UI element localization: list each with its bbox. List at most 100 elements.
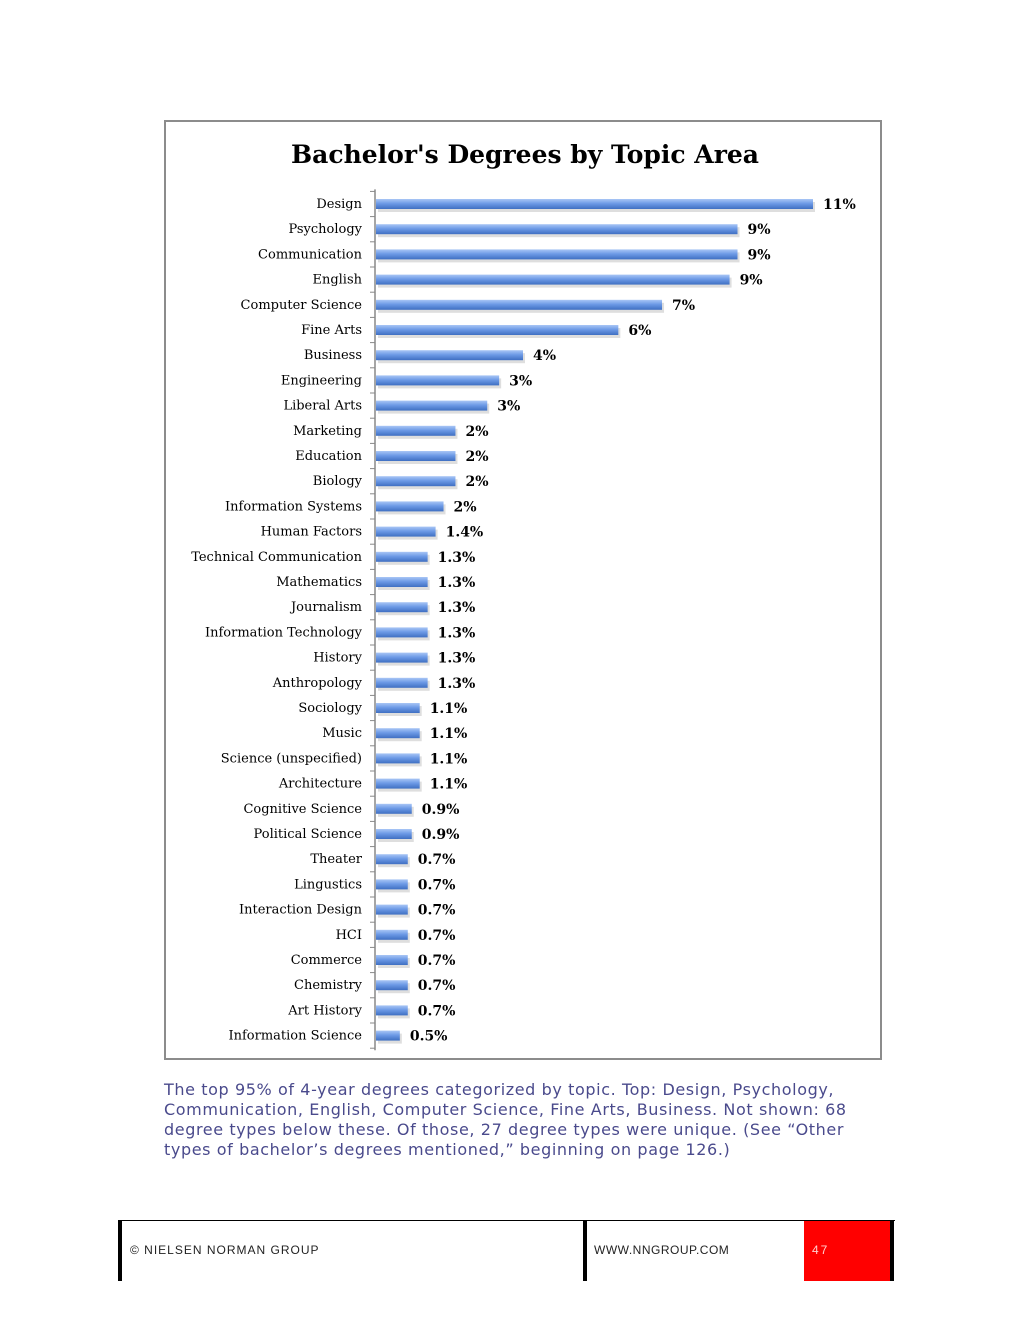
category-label: Architecture	[278, 777, 362, 792]
data-label: 4%	[533, 348, 556, 364]
bar	[376, 879, 408, 890]
figure-caption: The top 95% of 4-year degrees categorize…	[164, 1080, 847, 1159]
bar	[376, 854, 408, 865]
bar	[376, 199, 813, 209]
data-label: 9%	[748, 247, 771, 263]
data-label: 7%	[672, 298, 695, 314]
category-label: Engineering	[281, 373, 362, 388]
category-label: Political Science	[254, 827, 363, 842]
data-label: 0.7%	[418, 903, 456, 919]
bar	[376, 627, 428, 638]
category-label: Interaction Design	[239, 903, 363, 918]
category-label: Biology	[313, 474, 363, 489]
data-label: 3%	[509, 373, 532, 389]
category-label: Education	[295, 449, 362, 464]
category-label: Science (unspecified)	[221, 751, 362, 766]
bar	[376, 829, 412, 839]
data-label: 2%	[465, 474, 488, 490]
bar	[376, 602, 428, 613]
footer-divider-middle	[583, 1221, 587, 1281]
category-label: Computer Science	[241, 298, 363, 313]
data-label: 1.1%	[430, 777, 468, 793]
bar	[376, 955, 408, 965]
category-label: Fine Arts	[301, 323, 362, 338]
data-label: 9%	[748, 222, 771, 238]
data-label: 0.9%	[422, 827, 460, 843]
footer-page-box: 47	[804, 1221, 890, 1281]
category-label: HCI	[336, 928, 362, 943]
data-label: 6%	[628, 323, 651, 339]
chart-frame: Bachelor's Degrees by Topic Area Design 1…	[164, 120, 882, 1060]
bar	[376, 299, 663, 310]
category-label: History	[313, 651, 362, 666]
bar	[376, 703, 420, 713]
category-label: Chemistry	[294, 978, 363, 993]
bar	[376, 803, 412, 814]
bar	[376, 728, 420, 739]
bar-chart: Bachelor's Degrees by Topic Area Design 1…	[191, 140, 856, 1051]
data-label: 1.3%	[438, 651, 476, 667]
bar	[376, 476, 456, 487]
data-label: 0.7%	[418, 1003, 456, 1019]
bar	[376, 224, 738, 235]
bar	[376, 778, 420, 789]
category-label: Lingustics	[294, 877, 362, 892]
data-label: 0.7%	[418, 928, 456, 944]
category-label: Information Systems	[225, 499, 362, 514]
data-label: 1.1%	[430, 701, 468, 717]
category-label: Marketing	[293, 424, 362, 439]
bar	[376, 904, 408, 915]
footer-website-link[interactable]: WWW.NNGROUP.COM	[594, 1243, 730, 1257]
data-label: 1.3%	[438, 625, 476, 641]
category-label: Information Science	[228, 1029, 362, 1044]
bar	[376, 501, 444, 512]
footer-divider-right	[890, 1221, 894, 1281]
bar	[376, 551, 428, 562]
category-label: Cognitive Science	[243, 802, 362, 817]
data-label: 2%	[465, 449, 488, 465]
category-label: Art History	[287, 1003, 362, 1018]
category-label: Anthropology	[272, 676, 363, 691]
page-footer: © NIELSEN NORMAN GROUP WWW.NNGROUP.COM 4…	[118, 1220, 895, 1281]
category-label: Design	[316, 197, 362, 212]
category-label: Music	[322, 726, 362, 741]
data-label: 3%	[497, 399, 520, 415]
category-label: Psychology	[288, 222, 362, 237]
bar	[376, 400, 488, 411]
data-label: 1.1%	[430, 751, 468, 767]
data-label: 1.1%	[430, 726, 468, 742]
bar	[376, 249, 738, 260]
data-label: 0.9%	[422, 802, 460, 818]
category-label: Mathematics	[276, 575, 362, 590]
category-label: Liberal Arts	[283, 399, 362, 414]
data-label: 2%	[465, 424, 488, 440]
bar	[376, 1030, 400, 1041]
bar	[376, 980, 408, 991]
bar	[376, 652, 428, 663]
data-label: 2%	[454, 499, 477, 515]
data-label: 1.3%	[438, 575, 476, 591]
data-label: 0.7%	[418, 877, 456, 893]
data-label: 1.3%	[438, 600, 476, 616]
category-label: Communication	[258, 247, 363, 262]
data-label: 1.4%	[446, 525, 484, 541]
page-number: 47	[812, 1243, 830, 1257]
bar	[376, 425, 456, 436]
data-label: 0.5%	[410, 1029, 448, 1045]
data-label: 0.7%	[418, 953, 456, 969]
bar	[376, 677, 428, 688]
data-label: 9%	[740, 273, 763, 289]
category-label: Sociology	[298, 701, 362, 716]
bar	[376, 577, 428, 587]
category-label: English	[312, 273, 362, 288]
bar	[376, 375, 500, 386]
bar	[376, 929, 408, 940]
category-label: Technical Communication	[191, 550, 362, 565]
category-label: Journalism	[289, 600, 362, 615]
category-label: Commerce	[291, 953, 363, 968]
category-label: Business	[304, 348, 362, 363]
bar	[376, 526, 436, 537]
data-label: 0.7%	[418, 978, 456, 994]
footer-copyright: © NIELSEN NORMAN GROUP	[130, 1243, 320, 1257]
bar	[376, 325, 619, 335]
